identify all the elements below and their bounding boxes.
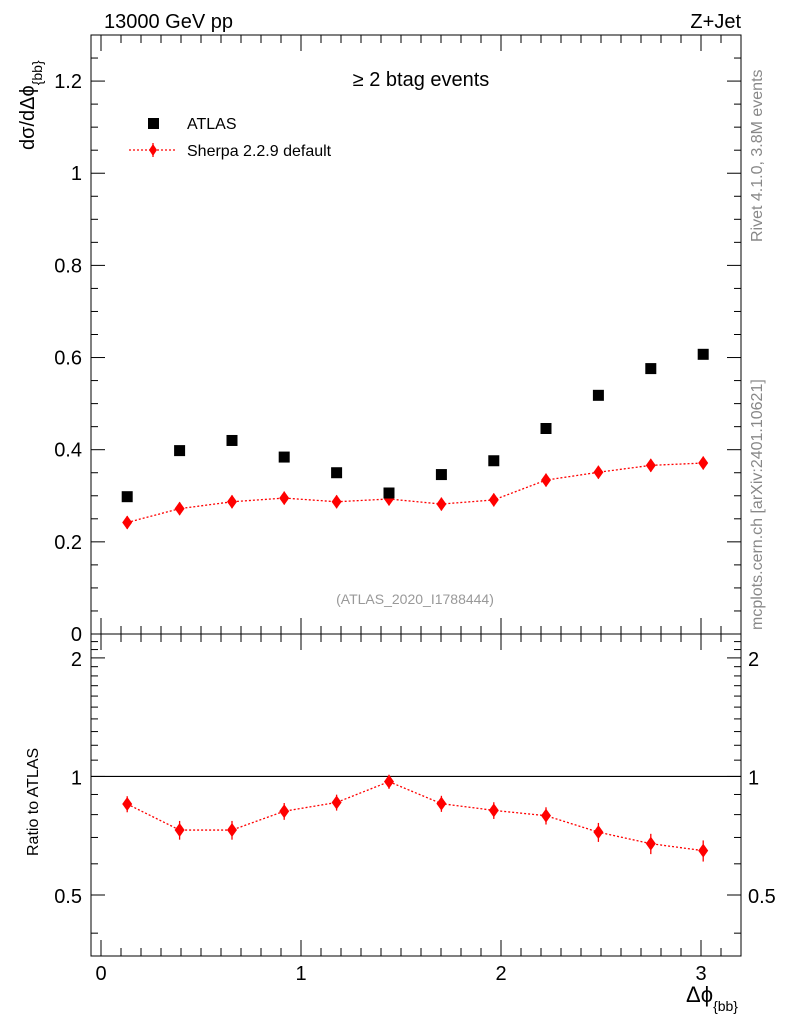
ratio-y-tick-label-right: 0.5 xyxy=(748,886,776,908)
sherpa-series-main xyxy=(122,456,709,530)
main-y-label-sub: {bb} xyxy=(29,60,45,85)
sherpa-ratio-point xyxy=(279,804,290,819)
ratio-y-tick-label: 1 xyxy=(71,767,82,789)
analysis-tag: (ATLAS_2020_I1788444) xyxy=(336,591,494,607)
sherpa-main-point xyxy=(645,458,656,473)
main-y-tick-label: 0.2 xyxy=(54,532,82,554)
sherpa-ratio-point xyxy=(541,808,551,823)
sherpa-main-point xyxy=(488,492,499,507)
sherpa-main-point xyxy=(541,473,551,488)
ratio-ticks: 0.5 0.5 1 1 2 2 xyxy=(54,641,776,934)
sherpa-ratio-point xyxy=(227,823,237,838)
header-left: 13000 GeV pp xyxy=(104,11,233,33)
atlas-main-point xyxy=(226,434,238,446)
ratio-y-tick-label: 2 xyxy=(71,649,82,671)
legend-sherpa-label: Sherpa 2.2.9 default xyxy=(187,143,332,160)
sherpa-main-point xyxy=(122,515,133,530)
sherpa-main-point xyxy=(331,494,342,509)
header-right: Z+Jet xyxy=(690,11,741,33)
sherpa-ratio-point xyxy=(331,795,342,810)
sherpa-ratio-point xyxy=(384,774,394,789)
atlas-main-point xyxy=(592,389,604,401)
sherpa-ratio-line xyxy=(126,780,704,852)
atlas-main-point xyxy=(174,445,186,457)
main-y-tick-label: 0.6 xyxy=(54,348,82,370)
sherpa-main-point xyxy=(174,501,185,516)
atlas-main-point xyxy=(121,491,133,503)
sherpa-main-point xyxy=(593,465,604,480)
atlas-main-point xyxy=(331,467,343,479)
sherpa-ratio-point xyxy=(436,796,447,811)
main-y-tick-label: 0.8 xyxy=(54,255,82,277)
main-y-tick-label: 1 xyxy=(71,163,82,185)
main-y-tick-label: 0.4 xyxy=(54,440,82,462)
x-tick-label: 2 xyxy=(495,963,506,985)
x-label-sub: {bb} xyxy=(713,998,738,1014)
side-label-top: Rivet 4.1.0, 3.8M events xyxy=(749,69,766,242)
ratio-y-tick-label: 0.5 xyxy=(54,886,82,908)
legend-atlas-label: ATLAS xyxy=(187,116,237,133)
ratio-y-tick-label-right: 2 xyxy=(748,649,759,671)
atlas-main-point xyxy=(488,455,500,467)
sherpa-ratio-point xyxy=(593,825,604,840)
ratio-y-tick-label-right: 1 xyxy=(748,767,759,789)
sherpa-main-point xyxy=(698,456,709,471)
main-y-zero-label: 0 xyxy=(71,624,82,646)
atlas-series-main xyxy=(121,348,709,503)
x-ticks: 0 1 2 3 xyxy=(95,35,742,985)
sherpa-ratio-point xyxy=(488,803,499,818)
sherpa-main-line xyxy=(127,462,704,524)
sherpa-ratio-point xyxy=(174,823,185,838)
sherpa-ratio-point xyxy=(698,843,709,858)
sherpa-ratio-point xyxy=(122,797,133,812)
ratio-panel-frame xyxy=(90,633,742,957)
x-tick-label: 0 xyxy=(95,963,106,985)
legend-sherpa-marker xyxy=(149,144,157,156)
legend-atlas-marker xyxy=(148,118,159,129)
sherpa-ratio-point xyxy=(645,836,656,851)
atlas-main-point xyxy=(645,363,657,375)
sherpa-series-ratio xyxy=(122,774,709,862)
sherpa-main-point xyxy=(227,494,237,509)
x-tick-label: 1 xyxy=(295,963,306,985)
main-y-label-prefix: dσ/dΔϕ xyxy=(17,85,39,150)
selection-annotation: ≥ 2 btag events xyxy=(353,69,490,91)
legend: ATLAS Sherpa 2.2.9 default xyxy=(129,116,332,160)
x-tick-label: 3 xyxy=(695,963,706,985)
main-y-tick-label: 1.2 xyxy=(54,71,82,93)
ratio-y-axis-label: Ratio to ATLAS xyxy=(25,748,42,856)
sherpa-main-point xyxy=(436,497,447,512)
atlas-main-point xyxy=(383,487,395,499)
atlas-main-point xyxy=(435,469,447,481)
side-label-bottom: mcplots.cern.ch [arXiv:2401.10621] xyxy=(749,379,766,630)
x-axis-label: Δϕ{bb} xyxy=(686,982,738,1014)
main-y-axis-label: dσ/dΔϕ{bb} xyxy=(17,60,45,150)
main-ticks: 0.2 0.4 0.6 0.8 1 1.2 0 xyxy=(54,34,741,646)
atlas-main-point xyxy=(697,348,709,360)
x-label-prefix: Δϕ xyxy=(686,982,713,1007)
atlas-main-point xyxy=(278,451,290,463)
atlas-main-point xyxy=(540,422,552,434)
sherpa-main-point xyxy=(279,491,290,506)
